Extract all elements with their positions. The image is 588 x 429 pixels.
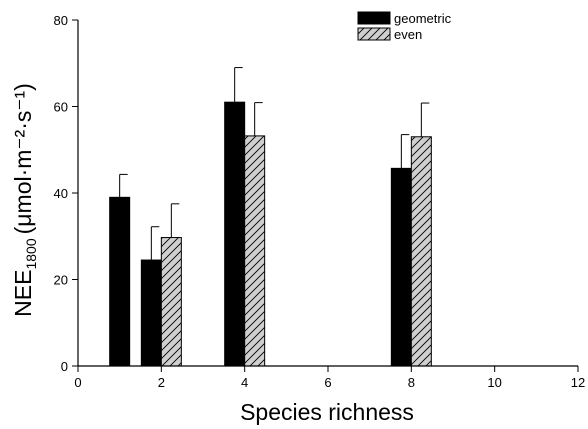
bar-geometric-2 [140, 259, 162, 367]
x-tick-label: 4 [241, 375, 248, 390]
x-tick-label: 8 [408, 375, 415, 390]
bar-even-4 [244, 135, 266, 367]
bar-even-8 [410, 136, 432, 367]
y-axis-title-main: NEE [10, 270, 36, 317]
x-tick-label: 12 [571, 375, 585, 390]
x-tick-label: 10 [487, 375, 501, 390]
bar-geometric-4 [224, 101, 246, 367]
y-tick-label: 0 [61, 359, 68, 374]
bar-geometric-8 [390, 167, 412, 367]
y-axis-title-units: (μmol·m⁻²·s⁻¹) [10, 83, 36, 234]
y-axis-title: NEE1800 (μmol·m⁻²·s⁻¹) [10, 83, 39, 317]
x-tick-label: 0 [74, 375, 81, 390]
y-tick-label: 40 [54, 186, 68, 201]
x-axis-title: Species richness [240, 399, 414, 425]
x-tick-label: 6 [324, 375, 331, 390]
bar-even-2 [160, 237, 182, 367]
y-tick-label: 20 [54, 273, 68, 288]
legend-label-even: even [394, 27, 422, 42]
bar-geometric-1 [109, 196, 131, 367]
x-tick-label: 2 [158, 375, 165, 390]
y-axis-title-sub: 1800 [23, 238, 39, 269]
bars [109, 67, 432, 367]
legend-label-geometric: geometric [394, 11, 452, 26]
y-tick-label: 60 [54, 100, 68, 115]
axes: 0 20 40 60 80 0 2 4 6 8 10 12 [54, 13, 586, 390]
y-tick-label: 80 [54, 13, 68, 28]
legend-swatch-geometric [357, 11, 391, 25]
legend-swatch-even [357, 27, 391, 41]
